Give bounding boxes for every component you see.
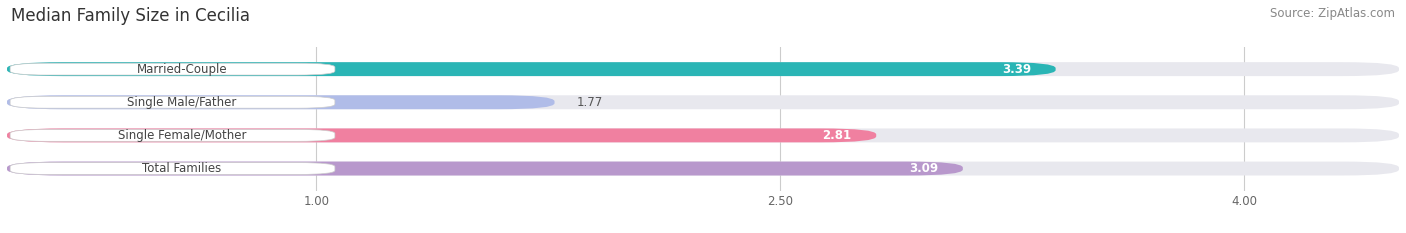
Text: Median Family Size in Cecilia: Median Family Size in Cecilia (11, 7, 250, 25)
FancyBboxPatch shape (7, 128, 876, 142)
Text: Single Female/Mother: Single Female/Mother (118, 129, 246, 142)
FancyBboxPatch shape (7, 128, 1399, 142)
FancyBboxPatch shape (7, 161, 1399, 175)
Text: 2.81: 2.81 (823, 129, 852, 142)
Text: 1.77: 1.77 (576, 96, 602, 109)
Text: Total Families: Total Families (142, 162, 221, 175)
Text: Single Male/Father: Single Male/Father (127, 96, 236, 109)
FancyBboxPatch shape (10, 130, 335, 141)
FancyBboxPatch shape (7, 95, 1399, 109)
FancyBboxPatch shape (10, 63, 335, 75)
Text: 3.39: 3.39 (1001, 63, 1031, 76)
FancyBboxPatch shape (10, 96, 335, 108)
FancyBboxPatch shape (7, 62, 1399, 76)
Text: 3.09: 3.09 (908, 162, 938, 175)
Text: Married-Couple: Married-Couple (136, 63, 228, 76)
FancyBboxPatch shape (10, 163, 335, 175)
FancyBboxPatch shape (7, 95, 554, 109)
FancyBboxPatch shape (7, 62, 1056, 76)
FancyBboxPatch shape (7, 161, 963, 175)
Text: Source: ZipAtlas.com: Source: ZipAtlas.com (1270, 7, 1395, 20)
